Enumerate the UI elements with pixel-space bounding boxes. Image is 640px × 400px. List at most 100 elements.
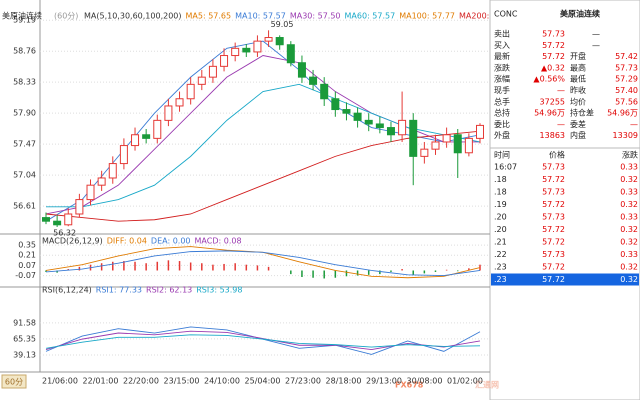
trade-cell: .20 (494, 225, 507, 234)
chart-period: (60分) (54, 12, 78, 21)
quote-value: ▲0.56% (533, 75, 565, 84)
trade-cell: 0.32 (620, 238, 638, 247)
legend-entry: MACD(26,12,9) (42, 237, 103, 246)
trade-cell: 57.72 (542, 175, 565, 184)
quote-value: — (557, 120, 565, 129)
quote-value: 57.73 (542, 30, 565, 39)
min-annotation: 56.32 (53, 228, 76, 237)
trade-cell: 57.73 (542, 213, 565, 222)
quote-value: 57.42 (615, 52, 638, 61)
chart-title: 美原油连续 (2, 11, 42, 21)
x-tick-label: 25/04:00 (245, 377, 281, 386)
trade-cell: 57.72 (542, 275, 565, 284)
candle-body (364, 119, 373, 125)
candle-body (253, 40, 262, 53)
y-tick-label: -0.07 (15, 271, 36, 280)
x-tick-label: 24/10:00 (204, 377, 240, 386)
quote-label: 昨收 (570, 85, 586, 95)
quote-label: 外盘 (494, 130, 510, 140)
quote-label: 开盘 (570, 51, 586, 61)
quote-label: 委差 (570, 119, 586, 129)
trade-cell: 0.33 (620, 250, 638, 259)
trade-cell: 0.33 (620, 213, 638, 222)
quote-value: 57.72 (542, 41, 565, 50)
candle-body (297, 62, 306, 78)
candle-body (220, 55, 229, 67)
quote-value: 13309 (613, 131, 638, 140)
quote-value: 54.96万 (607, 109, 638, 118)
quote-label: 委比 (494, 119, 510, 129)
y-tick-label: 0.07 (18, 261, 36, 270)
trade-cell: 57.73 (542, 188, 565, 197)
candle-body (131, 134, 140, 147)
legend-entry: RSI3: 53.98 (196, 286, 242, 295)
quote-value: 57.29 (615, 75, 638, 84)
quote-label: 买入 (494, 41, 510, 50)
trade-cell: .22 (494, 250, 507, 259)
trade-cell: 57.72 (542, 200, 565, 209)
quote-value: 57.56 (615, 97, 638, 106)
candle-body (309, 76, 318, 85)
trade-cell: .23 (494, 275, 507, 284)
trade-cell: 57.73 (542, 250, 565, 259)
trade-cell: 16:07 (494, 163, 517, 172)
candle-body (464, 137, 473, 154)
quote-value: 57.40 (615, 86, 638, 95)
trade-cell: .18 (494, 188, 507, 197)
candle-body (420, 148, 429, 157)
trade-header: 时间 (494, 150, 510, 160)
legend-entry: MACD: 0.08 (195, 237, 242, 246)
quote-value: ▲0.32 (541, 63, 565, 72)
legend-entry: RSI(6,12,24) (42, 286, 92, 295)
candle-body (175, 98, 184, 107)
legend-entry: MA100: 57.77 (399, 12, 455, 21)
quote-value: 13863 (540, 131, 565, 140)
quote-label: 均价 (570, 96, 586, 106)
quote-label: — (592, 41, 600, 50)
candle-body (386, 127, 395, 136)
indicator-line (45, 130, 481, 222)
legend-entry: MA5: 57.65 (186, 12, 232, 21)
y-tick-label: 0.35 (18, 241, 36, 250)
quote-label: 总手 (494, 96, 510, 106)
quote-code: CONC (494, 10, 518, 19)
candle-body (442, 134, 451, 143)
candle-body (476, 124, 484, 139)
indicator-line (45, 334, 481, 349)
period-tab-label[interactable]: 60分 (5, 378, 23, 387)
candle-body (142, 134, 151, 139)
x-tick-label: 27/23:00 (285, 377, 321, 386)
candle-body (342, 109, 351, 114)
legend-entry: RSI1: 77.33 (96, 286, 142, 295)
watermark: FX678 (395, 381, 424, 390)
y-tick-label: 56.61 (13, 202, 36, 211)
trade-cell: .23 (494, 263, 507, 272)
legend-entry: RSI2: 62.13 (146, 286, 192, 295)
x-tick-label: 28/18:00 (326, 377, 362, 386)
selected-row (491, 273, 639, 286)
quote-label: 总持 (494, 108, 510, 118)
trade-cell: 0.32 (620, 263, 638, 272)
trade-cell: 0.32 (620, 200, 638, 209)
quote-label: 最低 (570, 74, 586, 84)
candle-body (398, 119, 407, 136)
trade-cell: .21 (494, 238, 507, 247)
y-tick-label: 57.90 (13, 109, 36, 118)
y-tick-label: 58.76 (13, 47, 36, 56)
candle-body (164, 105, 173, 121)
candle-body (208, 65, 217, 78)
quote-label: 现手 (494, 85, 510, 95)
candle-body (375, 123, 384, 129)
candle-body (97, 177, 106, 186)
quote-value: 57.72 (542, 52, 565, 61)
legend-entry: DIFF: 0.04 (107, 237, 147, 246)
y-tick-label: 59.19 (13, 16, 36, 25)
candle-body (53, 220, 62, 226)
quote-value: 57.73 (615, 63, 638, 72)
period-tab[interactable] (1, 374, 27, 389)
candle-body (231, 47, 240, 57)
candle-body (331, 98, 340, 111)
quote-value: — (557, 86, 565, 95)
x-tick-label: 22/20:00 (123, 377, 159, 386)
legend-entry: MA(5,10,30,60,100,200) (84, 12, 182, 21)
